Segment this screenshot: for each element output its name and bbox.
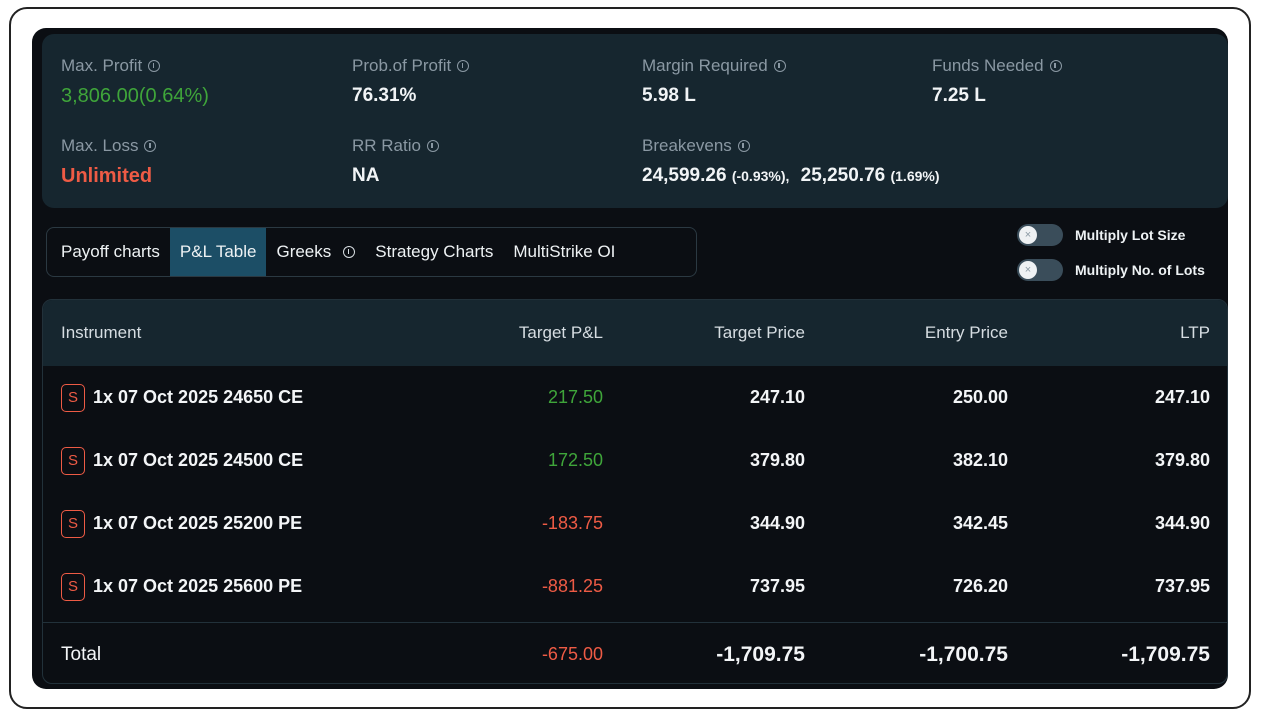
entry-price-cell: 726.20 [952,576,1008,596]
max-profit-label: Max. Profit [61,56,143,75]
breakevens-value: 24,599.26 (-0.93%), 25,250.76 (1.69%) [642,165,940,187]
target-price-cell: 379.80 [749,450,805,470]
max-loss-value: Unlimited [61,165,153,187]
max-loss-label: Max. Loss [61,136,139,155]
total-ltp: -1,709.75 [1121,642,1210,666]
target-pl-cell: 217.50 [547,387,603,407]
funds-needed-value: 7.25 L [932,85,986,106]
info-icon[interactable] [737,140,750,152]
instrument-name: 1x 07 Oct 2025 24500 CE [93,450,304,470]
tab-label: P&L Table [179,242,257,261]
tab-multistrike-oi[interactable]: MultiStrike OI [503,228,625,276]
ltp-cell: 344.90 [1154,513,1210,533]
prob-of-profit-label: Prob.of Profit [352,56,452,75]
rr-ratio-metric: RR Ratio NA [352,136,439,187]
margin-required-value: 5.98 L [642,85,696,106]
table-row: S 1x 07 Oct 2025 25600 PE -881.25 737.95 … [43,555,1227,618]
breakeven-1-pct: (-0.93%), [731,168,790,184]
instrument-name: 1x 07 Oct 2025 25600 PE [93,576,303,596]
column-header-target-pl: Target P&L [518,323,603,342]
breakevens-metric: Breakevens 24,599.26 (-0.93%), 25,250.76… [642,136,940,187]
ltp-cell: 247.10 [1154,387,1210,407]
multiply-lot-size-label: Multiply Lot Size [1075,227,1186,243]
ltp-cell: 737.95 [1154,576,1210,596]
total-label: Total [61,643,102,665]
breakeven-2-value: 25,250.76 [800,165,886,186]
margin-required-label: Margin Required [642,56,768,75]
tab-label: Greeks [276,242,332,261]
tab-label: Strategy Charts [375,242,494,261]
instrument-name: 1x 07 Oct 2025 24650 CE [93,387,304,407]
column-header-target-price: Target Price [714,323,805,342]
info-icon[interactable] [426,140,439,152]
tab-label: Payoff charts [61,242,160,261]
instrument-name: 1x 07 Oct 2025 25200 PE [93,513,303,533]
target-price-cell: 737.95 [749,576,805,596]
sell-badge: S [61,509,85,538]
target-price-cell: 344.90 [749,513,805,533]
funds-needed-label: Funds Needed [932,56,1044,75]
prob-of-profit-value: 76.31% [352,85,417,106]
tab-label: MultiStrike OI [513,242,616,261]
sell-badge: S [61,572,85,601]
ltp-cell: 379.80 [1154,450,1210,470]
multiply-lot-size-row: Multiply Lot Size [1017,224,1185,246]
tab-greeks[interactable]: Greeks [266,228,365,276]
multiply-no-of-lots-row: Multiply No. of Lots [1017,259,1205,281]
total-target-price: -1,709.75 [716,642,805,666]
strategy-summary: Max. Profit 3,806.00(0.64%) Prob.of Prof… [42,34,1228,208]
info-icon[interactable] [148,60,161,72]
target-pl-cell: 172.50 [547,450,603,470]
info-icon[interactable] [773,60,786,72]
table-row: S 1x 07 Oct 2025 24650 CE 217.50 247.10 2… [43,366,1227,429]
multiply-no-of-lots-toggle[interactable] [1017,259,1063,281]
info-icon [343,246,356,258]
strategy-panel: Max. Profit 3,806.00(0.64%) Prob.of Prof… [32,28,1228,689]
margin-required-metric: Margin Required 5.98 L [642,56,786,107]
rr-ratio-value: NA [352,165,380,186]
table-header: Instrument Target P&L Target Price Entry… [43,300,1227,366]
column-header-ltp: LTP [1180,323,1210,342]
max-loss-metric: Max. Loss Unlimited [61,136,157,188]
tab-pl-table[interactable]: P&L Table [169,228,267,276]
breakevens-label: Breakevens [642,136,732,155]
target-pl-cell: -183.75 [541,513,603,533]
rr-ratio-label: RR Ratio [352,136,421,155]
sell-badge: S [61,383,85,412]
breakeven-1-value: 24,599.26 [642,165,727,186]
multiply-no-of-lots-label: Multiply No. of Lots [1075,262,1205,278]
info-icon[interactable] [1049,60,1062,72]
max-profit-value: 3,806.00(0.64%) [61,85,209,107]
prob-of-profit-metric: Prob.of Profit 76.31% [352,56,470,107]
breakeven-2-pct: (1.69%) [890,168,940,184]
tab-payoff-charts[interactable]: Payoff charts [51,228,170,276]
view-tabs: Payoff charts P&L Table Greeks Strategy … [46,227,697,277]
table-row: S 1x 07 Oct 2025 24500 CE 172.50 379.80 3… [43,429,1227,492]
total-target-pl: -675.00 [541,644,603,664]
table-row: S 1x 07 Oct 2025 25200 PE -183.75 344.90 … [43,492,1227,555]
entry-price-cell: 382.10 [952,450,1008,470]
entry-price-cell: 250.00 [952,387,1008,407]
column-header-instrument: Instrument [61,323,142,342]
total-entry-price: -1,700.75 [919,642,1008,666]
tab-strategy-charts[interactable]: Strategy Charts [365,228,503,276]
info-icon[interactable] [457,60,470,72]
table-total-row: Total -675.00 -1,709.75 -1,700.75 -1,709… [43,622,1227,683]
sell-badge: S [61,446,85,475]
toggle-knob [1019,261,1037,279]
max-profit-metric: Max. Profit 3,806.00(0.64%) [61,56,209,108]
info-icon[interactable] [144,140,157,152]
multiply-lot-size-toggle[interactable] [1017,224,1063,246]
toggle-knob [1019,226,1037,244]
target-price-cell: 247.10 [749,387,805,407]
target-pl-cell: -881.25 [541,576,603,596]
entry-price-cell: 342.45 [952,513,1008,533]
column-header-entry-price: Entry Price [924,323,1008,342]
pl-table: Instrument Target P&L Target Price Entry… [42,299,1228,684]
funds-needed-metric: Funds Needed 7.25 L [932,56,1062,107]
